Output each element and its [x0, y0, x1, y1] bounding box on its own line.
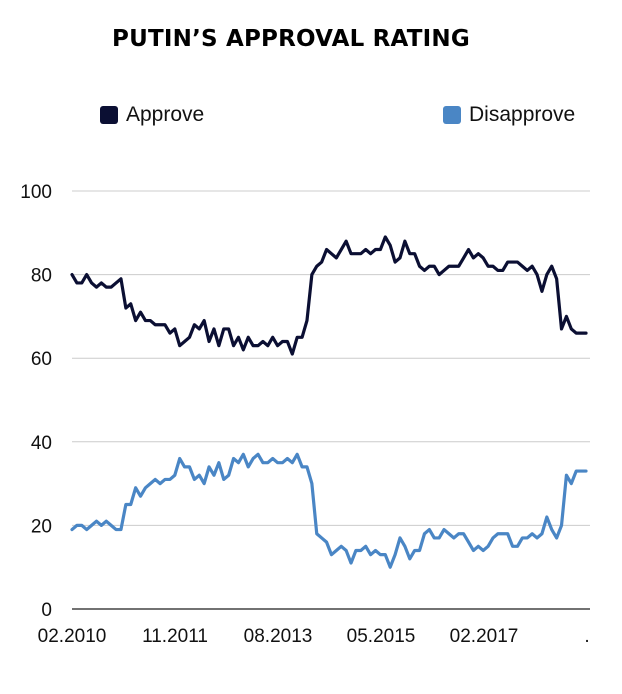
series-line-approve [70, 235, 588, 356]
series-line-disapprove [70, 452, 588, 569]
x-tick-label: 02.2010 [38, 626, 107, 647]
x-axis-tick-labels: 02.2010 11.2011 08.2013 05.2015 02.2017. [38, 626, 590, 647]
legend-item-approve: Approve [100, 102, 204, 128]
y-tick-label: 20 [31, 516, 52, 537]
legend-swatch-approve [100, 106, 118, 124]
legend-label-disapprove: Disapprove [469, 103, 576, 126]
y-tick-label: 0 [41, 600, 52, 621]
y-tick-label: 80 [31, 266, 52, 287]
x-tick-label: 02.2017 [450, 626, 519, 647]
legend-item-disapprove: Disapprove [443, 102, 575, 128]
x-tick-label: 05.2015 [347, 626, 416, 647]
legend-swatch-disapprove [443, 106, 461, 124]
x-tick-label: 08.2013 [244, 626, 313, 647]
y-tick-label: 60 [31, 349, 52, 370]
y-tick-label: 40 [31, 433, 52, 454]
x-tick-label: 11.2011 [142, 626, 208, 647]
series-lines [70, 235, 588, 569]
grid-lines [72, 190, 590, 610]
y-tick-label: 100 [20, 182, 52, 203]
legend-label-approve: Approve [126, 103, 205, 126]
chart-title: PUTIN’S APPROVAL RATING [112, 26, 470, 52]
y-axis-tick-labels: 0 20 40 60 80 100 [20, 182, 52, 621]
x-tick-label: . [584, 626, 589, 647]
